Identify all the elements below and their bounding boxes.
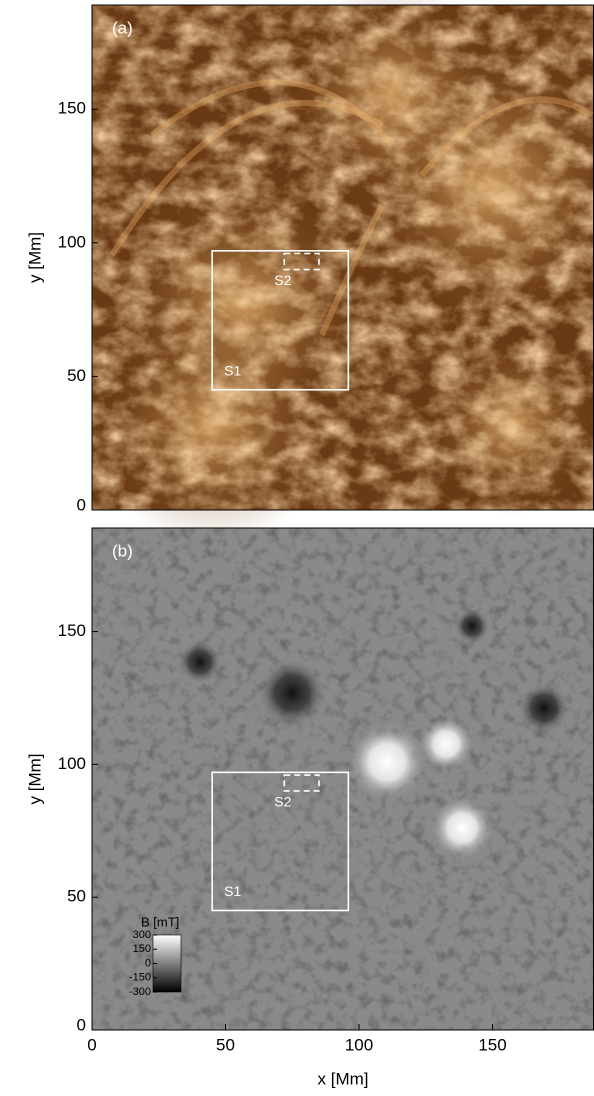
x-tick-label: 100	[345, 1035, 373, 1054]
positive-polarity	[418, 716, 474, 772]
y-tick-label: 0	[77, 495, 86, 514]
colorbar-tick-label: -300	[129, 986, 151, 998]
region-label: S1	[224, 362, 241, 378]
y-tick-label: 50	[67, 887, 86, 906]
colorbar-tick-label: 300	[133, 929, 151, 941]
x-axis-label: x [Mm]	[318, 1069, 369, 1088]
x-tick-label: 0	[87, 1035, 96, 1054]
colorbar	[153, 935, 181, 992]
negative-polarity	[518, 682, 570, 734]
negative-polarity	[178, 640, 222, 684]
y-tick-label: 50	[67, 366, 86, 385]
colorbar-tick-label: 0	[145, 957, 151, 969]
image	[92, 0, 594, 545]
figure: 0 50 100 150 y [Mm] (a) S1 S2 0 50 100 150 0 50 100 150…	[0, 0, 594, 1091]
positive-polarity	[430, 796, 494, 860]
y-tick-label: 150	[58, 621, 86, 640]
y-axis-label: y [Mm]	[25, 232, 44, 283]
page: 0 50 100 150 y [Mm] (a) S1 S2 0 50 100 150 0 50 100 150…	[0, 0, 594, 1096]
colorbar-tick-label: -150	[129, 972, 151, 984]
region-label: S2	[274, 794, 291, 810]
colorbar-tick-label: 150	[133, 943, 151, 955]
negative-polarity	[454, 608, 490, 644]
region-label: S2	[274, 272, 291, 288]
x-tick-label: 50	[216, 1035, 235, 1054]
y-tick-label: 100	[58, 754, 86, 773]
x-tick-label: 150	[478, 1035, 506, 1054]
colorbar-label: B [mT]	[141, 914, 179, 929]
y-tick-label: 150	[58, 99, 86, 118]
image-texture	[92, 5, 594, 510]
region-label: S1	[224, 883, 241, 899]
panel-label: (b)	[112, 541, 133, 560]
y-axis-label: y [Mm]	[25, 754, 44, 805]
panel-label: (a)	[112, 18, 133, 37]
positive-polarity	[347, 722, 427, 802]
negative-polarity	[257, 658, 327, 728]
y-tick-label: 100	[58, 232, 86, 251]
y-tick-label: 0	[77, 1015, 86, 1034]
